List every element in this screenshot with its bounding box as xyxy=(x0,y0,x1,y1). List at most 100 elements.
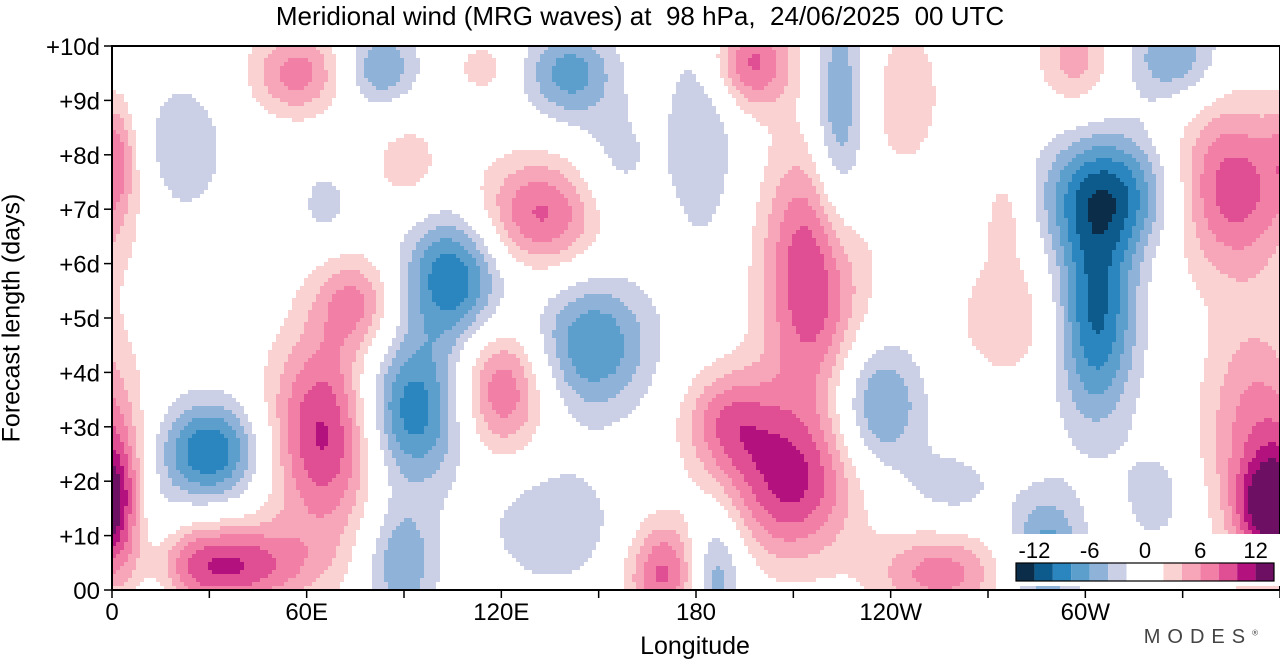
field-cell xyxy=(1060,586,1080,590)
field-cell xyxy=(1216,174,1260,178)
field-cell xyxy=(768,214,784,218)
field-cell xyxy=(1060,50,1088,54)
field-cell xyxy=(1276,250,1280,254)
field-cell xyxy=(1120,298,1128,302)
y-tick-label: +7d xyxy=(59,197,100,224)
field-cell xyxy=(736,522,744,526)
field-cell xyxy=(424,382,440,386)
field-cell xyxy=(164,454,176,458)
field-cell xyxy=(824,490,836,494)
field-cell xyxy=(832,454,840,458)
field-cell xyxy=(824,466,832,470)
field-cell xyxy=(1184,134,1200,138)
field-cell xyxy=(840,318,848,322)
field-cell xyxy=(828,394,836,398)
field-cell xyxy=(424,478,456,482)
field-cell xyxy=(1140,262,1152,266)
field-cell xyxy=(1124,182,1136,186)
field-cell xyxy=(648,534,680,538)
field-cell xyxy=(1240,394,1280,398)
field-cell xyxy=(336,402,348,406)
field-cell xyxy=(428,398,440,402)
field-cell xyxy=(492,378,516,382)
field-cell xyxy=(864,410,908,414)
field-cell xyxy=(236,430,244,434)
field-cell xyxy=(124,510,132,514)
field-cell xyxy=(568,226,584,230)
field-cell xyxy=(828,414,840,418)
field-cell xyxy=(1208,498,1220,502)
field-cell xyxy=(1064,330,1072,334)
field-cell xyxy=(340,462,352,466)
field-cell xyxy=(1132,362,1144,366)
field-cell xyxy=(336,554,352,558)
field-cell xyxy=(744,522,760,526)
colorbar-swatch xyxy=(1089,563,1109,581)
field-cell xyxy=(764,170,788,174)
field-cell xyxy=(548,210,572,214)
field-cell xyxy=(1040,62,1060,66)
field-cell xyxy=(1180,154,1192,158)
field-cell xyxy=(112,126,124,130)
field-cell xyxy=(164,446,176,450)
field-cell xyxy=(140,546,172,550)
field-cell xyxy=(788,298,828,302)
field-cell xyxy=(292,390,308,394)
field-cell xyxy=(688,474,712,478)
field-cell xyxy=(724,582,736,586)
field-cell xyxy=(516,194,564,198)
field-cell xyxy=(964,578,984,582)
field-cell xyxy=(896,438,928,442)
field-cell xyxy=(824,482,836,486)
field-cell xyxy=(788,278,828,282)
field-cell xyxy=(1116,370,1128,374)
field-cell xyxy=(1184,230,1196,234)
field-cell xyxy=(384,410,392,414)
field-cell xyxy=(384,514,440,518)
field-cell xyxy=(556,58,584,62)
field-cell xyxy=(1248,278,1280,282)
field-cell xyxy=(816,394,828,398)
field-cell xyxy=(440,406,448,410)
field-cell xyxy=(1192,206,1204,210)
field-cell xyxy=(540,318,556,322)
field-cell xyxy=(1132,50,1148,54)
field-cell xyxy=(696,406,708,410)
colorbar-swatch xyxy=(1200,563,1219,581)
field-cell xyxy=(828,382,840,386)
field-cell xyxy=(776,282,788,286)
field-cell xyxy=(964,574,984,578)
field-cell xyxy=(1196,234,1216,238)
field-cell xyxy=(480,282,492,286)
field-cell xyxy=(1056,254,1064,258)
field-cell xyxy=(280,74,312,78)
x-tick-label: 60E xyxy=(285,599,328,626)
field-cell xyxy=(800,418,820,422)
field-cell xyxy=(1084,254,1112,258)
field-cell xyxy=(500,210,512,214)
field-cell xyxy=(524,234,560,238)
field-cell xyxy=(716,426,740,430)
field-cell xyxy=(760,502,820,506)
field-cell xyxy=(492,430,516,434)
field-cell xyxy=(1036,178,1048,182)
field-cell xyxy=(352,370,364,374)
field-cell xyxy=(392,398,400,402)
field-cell xyxy=(380,362,392,366)
field-cell xyxy=(1184,126,1204,130)
field-cell xyxy=(776,310,792,314)
colorbar-swatch xyxy=(1034,563,1053,581)
field-cell xyxy=(112,418,124,422)
field-cell xyxy=(384,162,432,166)
field-cell xyxy=(588,78,608,82)
field-cell xyxy=(160,482,172,486)
field-cell xyxy=(544,218,572,222)
field-cell xyxy=(1112,258,1124,262)
field-cell xyxy=(776,74,788,78)
field-cell xyxy=(1148,202,1156,206)
field-cell xyxy=(240,570,272,574)
field-cell xyxy=(112,562,124,566)
field-cell xyxy=(112,394,128,398)
field-cell xyxy=(328,434,344,438)
field-cell xyxy=(256,98,280,102)
